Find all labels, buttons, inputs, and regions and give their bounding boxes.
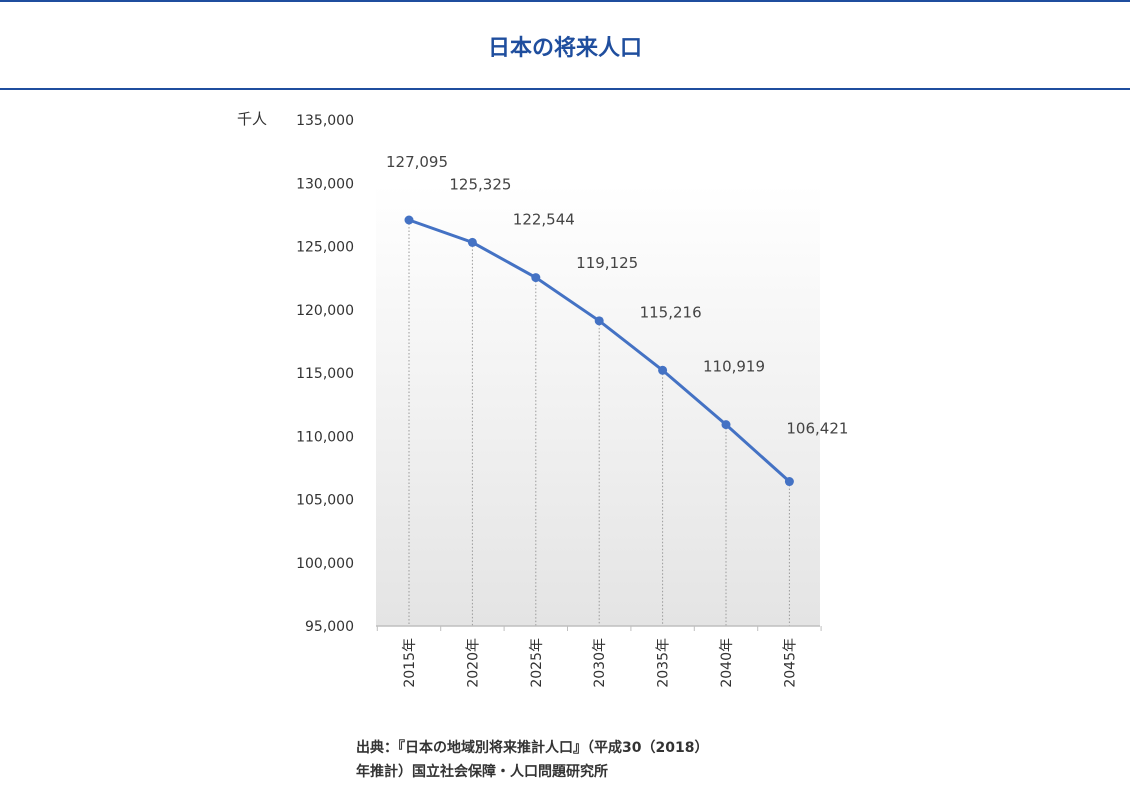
page-title: 日本の将来人口: [487, 36, 642, 61]
data-label: 106,421: [786, 420, 848, 438]
x-tick-label: 2030年: [592, 638, 608, 688]
source-line-2: 年推計）国立社会保障・人口問題研究所: [356, 764, 608, 780]
data-point: [658, 365, 668, 375]
y-tick-label: 125,000: [296, 240, 354, 256]
data-label: 110,919: [703, 358, 765, 376]
title-rule: [0, 88, 1130, 90]
y-tick-label: 120,000: [296, 303, 354, 319]
y-tick-label: 95,000: [305, 619, 354, 635]
source-note: 出典：『日本の地域別将来推計人口』（平成30（2018） 年推計）国立社会保障・…: [356, 736, 826, 784]
data-point: [467, 237, 477, 247]
y-axis-unit-label: 千人: [237, 110, 267, 128]
x-tick-label: 2020年: [465, 638, 481, 688]
data-label: 119,125: [576, 254, 638, 272]
y-tick-label: 105,000: [296, 493, 354, 509]
y-tick-label: 115,000: [296, 366, 354, 382]
data-point: [721, 420, 731, 430]
data-point: [404, 215, 414, 225]
x-tick-label: 2035年: [656, 638, 672, 688]
x-tick-label: 2025年: [529, 638, 545, 688]
x-tick-label: 2040年: [719, 638, 735, 688]
data-point: [531, 273, 541, 283]
data-point: [784, 477, 794, 487]
data-label: 127,095: [386, 153, 448, 171]
x-tick-label: 2015年: [402, 638, 418, 688]
data-point: [594, 316, 604, 326]
top-rule: [0, 0, 1130, 2]
data-label: 125,325: [449, 175, 511, 193]
y-tick-label: 110,000: [296, 429, 354, 445]
plot-area: [376, 184, 820, 626]
x-tick-label: 2045年: [782, 638, 798, 688]
y-tick-label: 130,000: [296, 176, 354, 192]
y-tick-label: 100,000: [296, 556, 354, 572]
source-line-1: 出典：『日本の地域別将来推計人口』（平成30（2018）: [356, 740, 709, 756]
y-tick-label: 135,000: [296, 113, 354, 129]
data-label: 122,544: [513, 211, 575, 229]
data-label: 115,216: [640, 303, 702, 321]
